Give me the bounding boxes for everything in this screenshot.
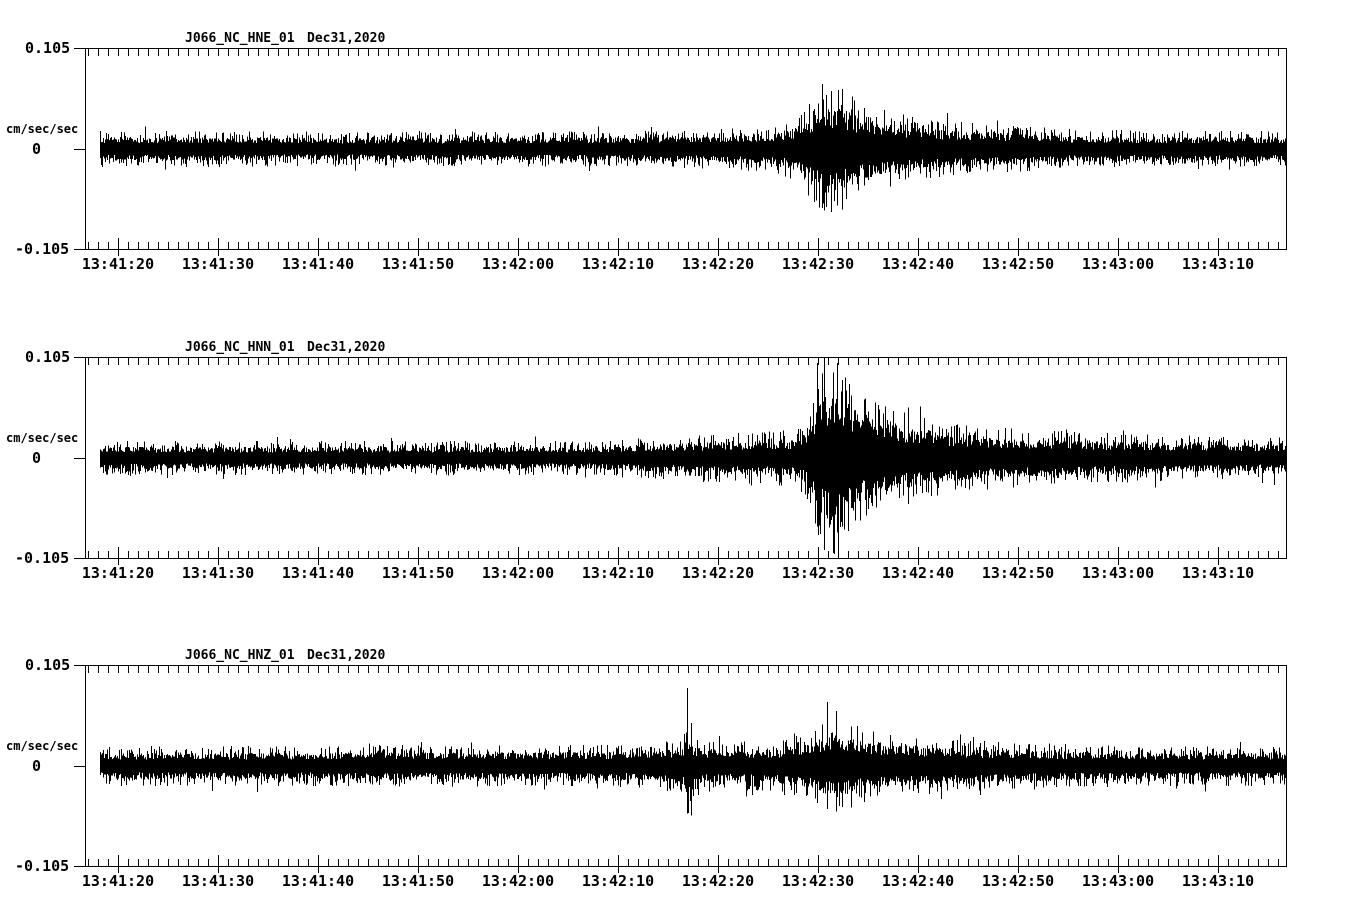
x-tick-label: 13:42:00 [481,564,555,582]
x-tick-label: 13:43:00 [1081,255,1155,273]
y-tick-label-zero: 0 [32,757,42,775]
x-tick-label: 13:42:20 [681,255,755,273]
panel-title-station: J066_NC_HNE_01 [185,31,295,46]
y-axis-unit-label: cm/sec/sec [6,431,79,445]
x-tick-label: 13:41:20 [81,564,155,582]
x-tick-label: 13:42:50 [981,872,1055,890]
x-tick-label: 13:43:00 [1081,872,1155,890]
x-tick-label: 13:41:50 [381,255,455,273]
panel-axes [74,48,1287,256]
x-tick-label: 13:41:30 [181,255,255,273]
panel-title-date: Dec31,2020 [307,31,386,46]
x-tick-label: 13:42:30 [781,255,855,273]
x-tick-label: 13:43:10 [1181,872,1255,890]
x-tick-label: 13:41:40 [281,255,355,273]
y-tick-label-max: 0.105 [25,348,71,366]
x-tick-label: 13:42:10 [581,564,655,582]
panel-title-date: Dec31,2020 [307,340,386,355]
y-tick-label-min: -0.105 [15,549,70,567]
x-tick-label-row: 13:41:20 13:41:30 13:41:40 13:41:50 13:42:00… [0,256,1358,273]
y-tick-label-zero: 0 [32,449,42,467]
x-tick-label: 13:41:50 [381,564,455,582]
panel-title-date: Dec31,2020 [307,648,386,663]
x-tick-label: 13:42:40 [881,255,955,273]
x-tick-label: 13:43:10 [1181,255,1255,273]
x-tick-label: 13:42:20 [681,872,755,890]
x-tick-label: 13:42:00 [481,255,555,273]
waveform-trace [100,358,1286,555]
x-tick-label: 13:42:00 [481,872,555,890]
y-tick-label-max: 0.105 [25,656,71,674]
x-tick-label: 13:41:30 [181,872,255,890]
x-tick-label: 13:42:30 [781,564,855,582]
y-axis-unit-label: cm/sec/sec [6,739,79,753]
x-tick-label: 13:42:50 [981,255,1055,273]
x-tick-label: 13:41:20 [81,872,155,890]
panel-title-station: J066_NC_HNZ_01 [185,648,295,663]
x-tick-label-row: 13:41:20 13:41:30 13:41:40 13:41:50 13:42:00… [0,565,1358,582]
x-tick-label: 13:41:40 [281,564,355,582]
waveform-trace [100,84,1286,212]
x-tick-label: 13:42:30 [781,872,855,890]
x-tick-label: 13:42:40 [881,564,955,582]
x-tick-label: 13:42:10 [581,872,655,890]
x-tick-label: 13:42:40 [881,872,955,890]
x-tick-label: 13:42:10 [581,255,655,273]
x-tick-label: 13:41:20 [81,255,155,273]
x-tick-label: 13:43:10 [1181,564,1255,582]
x-tick-label: 13:41:50 [381,872,455,890]
panel-axes [74,357,1287,565]
waveform-trace [100,687,1286,816]
panel-title-station: J066_NC_HNN_01 [185,340,295,355]
x-tick-label: 13:41:40 [281,872,355,890]
y-tick-label-min: -0.105 [15,240,70,258]
y-axis-unit-label: cm/sec/sec [6,122,79,136]
x-tick-label: 13:41:30 [181,564,255,582]
y-tick-label-max: 0.105 [25,39,71,57]
y-tick-label-zero: 0 [32,140,42,158]
x-tick-label-row: 13:41:20 13:41:30 13:41:40 13:41:50 13:42:00… [0,873,1358,890]
x-tick-label: 13:42:20 [681,564,755,582]
x-tick-label: 13:42:50 [981,564,1055,582]
panel-axes [74,665,1287,873]
x-tick-label: 13:43:00 [1081,564,1155,582]
y-tick-label-min: -0.105 [15,857,70,875]
